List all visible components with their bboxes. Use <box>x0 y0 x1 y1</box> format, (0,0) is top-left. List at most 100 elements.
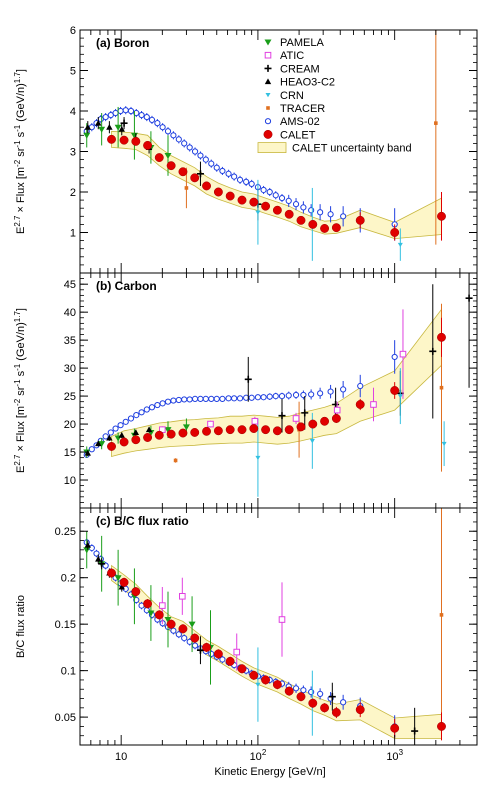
data-point <box>251 417 259 425</box>
x-tick-base: 10 <box>250 751 262 763</box>
series-calet <box>107 317 446 451</box>
data-point <box>181 140 188 147</box>
data-point <box>164 617 172 624</box>
y-axis-label: E2.7 × Flux [m-2 sr-1 s-1 (GeV/n)1.7] <box>13 69 27 234</box>
series-heao3-c2 <box>84 426 153 456</box>
panel-label: (b) Carbon <box>96 279 157 293</box>
plot-frame <box>79 272 478 509</box>
y-label-superscript: -2 <box>13 159 22 167</box>
legend-marker <box>263 129 273 139</box>
y-label-superscript: -1 <box>13 363 22 371</box>
y-tick-label: 30 <box>64 363 76 375</box>
data-point <box>399 350 407 358</box>
y-axis-label: E2.7 × Flux [m-2 sr-1 s-1 (GeV/n)1.7] <box>13 308 27 473</box>
data-point <box>237 195 247 205</box>
y-tick-label: 35 <box>64 335 76 347</box>
panel-label: (a) Boron <box>96 36 149 50</box>
data-point <box>147 610 155 617</box>
data-point <box>390 228 400 237</box>
data-point <box>308 688 315 696</box>
data-point <box>237 664 247 674</box>
y-label-text: s <box>15 131 27 140</box>
data-point <box>179 592 186 600</box>
data-point <box>98 126 106 133</box>
data-point <box>355 215 365 225</box>
data-point <box>178 624 188 634</box>
data-point <box>285 197 292 205</box>
legend-marker <box>264 78 272 85</box>
data-point <box>213 649 223 659</box>
legend-label: CALET uncertainty band <box>292 143 412 155</box>
data-point <box>397 394 403 399</box>
data-point <box>107 429 114 436</box>
y-tick-label: 25 <box>64 391 76 403</box>
legend-label: CREAM <box>280 63 320 75</box>
panel-data-3 <box>83 508 446 745</box>
data-point <box>437 721 446 731</box>
data-point <box>225 191 235 201</box>
data-point <box>213 395 220 402</box>
data-point <box>132 429 140 435</box>
data-point <box>164 427 172 434</box>
data-point <box>197 395 204 402</box>
data-point <box>429 347 437 355</box>
data-point <box>255 682 261 688</box>
y-tick-label: 5 <box>70 66 76 78</box>
data-point <box>127 107 135 115</box>
data-point <box>213 187 223 197</box>
legend-label: CRN <box>280 90 304 102</box>
data-point <box>231 395 238 402</box>
data-point <box>284 686 294 696</box>
data-point <box>145 426 153 433</box>
data-point <box>159 602 166 609</box>
data-point <box>261 425 271 435</box>
data-point <box>188 621 196 628</box>
data-point <box>131 587 141 597</box>
data-point <box>107 442 116 451</box>
panel-label: (c) B/C flux ratio <box>96 514 189 528</box>
y-label-superscript: 1.7 <box>13 72 22 84</box>
y-tick-label: 45 <box>64 279 76 291</box>
data-point <box>84 541 91 548</box>
data-point <box>178 167 188 177</box>
data-point <box>340 699 347 706</box>
data-point <box>328 693 336 701</box>
data-point <box>119 135 129 145</box>
legend-entry: CRN <box>265 90 304 102</box>
series-tracer <box>439 508 444 736</box>
data-point <box>333 406 341 414</box>
y-label-superscript: 1.7 <box>13 311 22 323</box>
data-point <box>143 140 153 150</box>
data-point <box>143 599 153 609</box>
data-point <box>331 414 341 423</box>
data-point <box>300 204 307 211</box>
data-point <box>138 111 145 119</box>
data-point <box>106 124 113 130</box>
data-point <box>231 173 238 180</box>
data-point <box>292 685 300 692</box>
data-point <box>159 124 166 131</box>
data-point <box>317 690 324 697</box>
data-point <box>260 394 267 401</box>
data-point <box>175 631 182 638</box>
data-point <box>166 619 176 629</box>
data-point <box>175 136 182 143</box>
legend-swatch <box>257 142 287 154</box>
data-point <box>208 395 215 402</box>
data-point <box>266 188 273 196</box>
data-point <box>95 440 102 447</box>
data-point <box>278 194 286 202</box>
data-point <box>219 395 226 402</box>
data-point <box>331 708 341 717</box>
data-point <box>284 209 294 219</box>
y-label-superscript: -1 <box>13 140 22 148</box>
legend: PAMELAATICCREAMHEAO3-C2CRNTRACERAMS-02CA… <box>257 37 412 155</box>
legend-label: HEAO3-C2 <box>280 77 335 89</box>
data-point <box>84 124 91 130</box>
data-point <box>309 439 315 444</box>
y-tick-label: 3 <box>70 147 76 159</box>
data-point <box>175 396 182 404</box>
y-label-text: × Flux [m <box>15 406 27 455</box>
x-axis-label: Kinetic Energy [GeV/n] <box>214 766 325 778</box>
data-point <box>248 394 255 401</box>
